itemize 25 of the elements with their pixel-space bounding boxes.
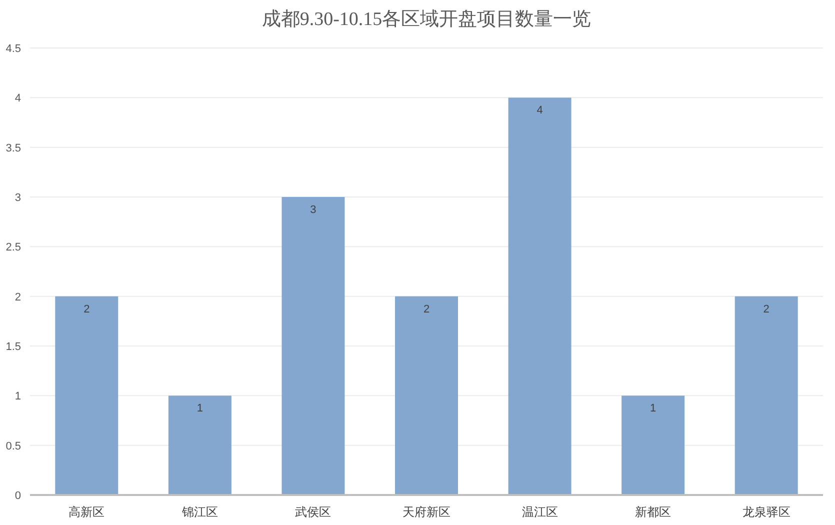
data-label: 1	[196, 402, 203, 415]
title: 成都9.30-10.15各区域开盘项目数量一览	[262, 9, 592, 30]
data-label: 2	[763, 303, 770, 316]
data-label: 4	[536, 104, 543, 117]
ytick: 3	[14, 192, 21, 204]
xtick: 锦江区	[182, 505, 218, 519]
ytick: 0.5	[6, 440, 21, 452]
data-label: 2	[423, 303, 430, 316]
data-label: 2	[84, 303, 90, 316]
ytick: 3.5	[6, 142, 21, 154]
xtick: 龙泉驿区	[742, 505, 790, 519]
ytick: 4.5	[6, 43, 21, 55]
xtick: 新都区	[635, 505, 672, 519]
xtick: 高新区	[68, 505, 105, 519]
ytick: 1	[14, 390, 21, 403]
xtick: 天府新区	[402, 505, 450, 519]
ytick: 0	[14, 490, 21, 502]
ytick: 4	[14, 92, 21, 105]
ytick: 2.5	[6, 242, 21, 254]
ytick: 2	[14, 291, 21, 304]
xtick: 温江区	[522, 505, 558, 519]
xtick: 武侯区	[295, 505, 332, 519]
data-label: 3	[310, 204, 316, 216]
data-label: 1	[650, 402, 656, 415]
ytick: 1.5	[6, 341, 21, 353]
